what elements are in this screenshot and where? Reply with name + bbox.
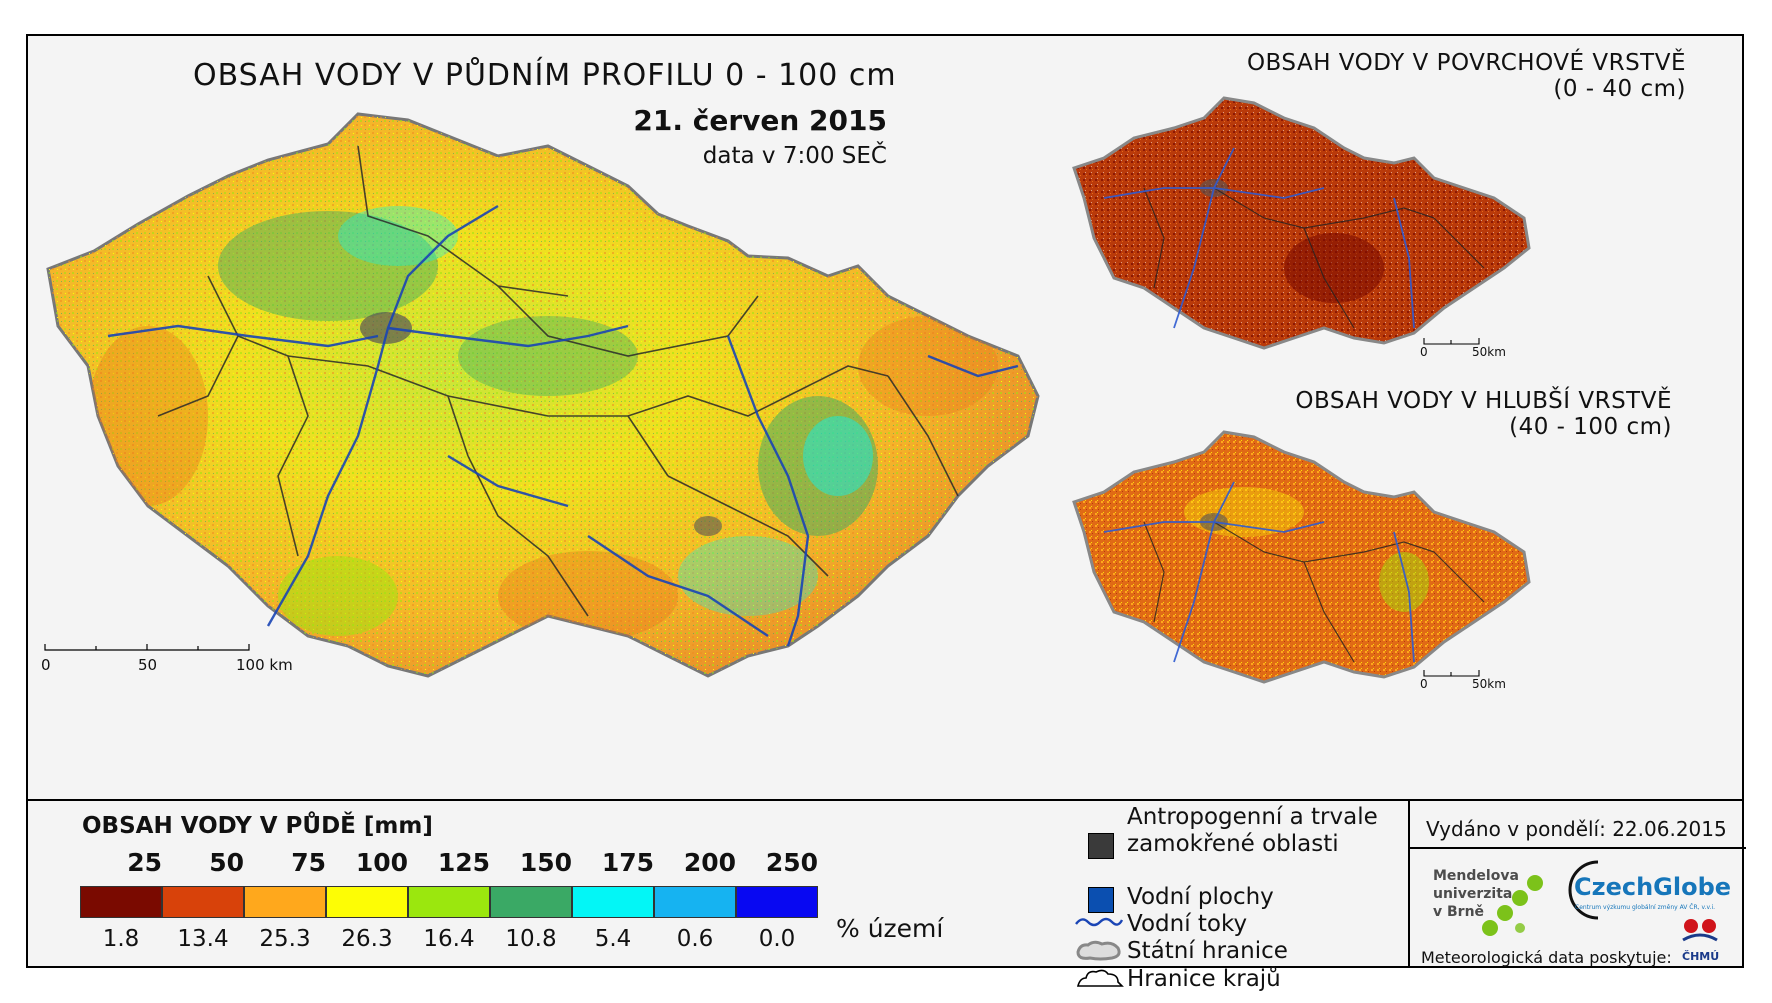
map-area: OBSAH VODY V PŮDNÍM PROFILU 0 - 100 cm 2… (28, 36, 1742, 799)
inset-bottom-scale-0: 0 (1420, 677, 1428, 691)
legend-percent: 13.4 (177, 926, 229, 952)
legend-percent: 25.3 (259, 926, 311, 952)
legend-threshold: 125 (437, 848, 490, 877)
main-map (46, 112, 1040, 678)
legend-title: OBSAH VODY V PŮDĚ [mm] (82, 813, 433, 839)
main-scale-100: 100 km (236, 656, 293, 674)
met-data-credit: Meteorologická data poskytuje: (1421, 948, 1672, 967)
legend-threshold: 25 (127, 848, 162, 877)
legend-percent: 1.8 (102, 926, 140, 952)
inset-bottom-title-line1: OBSAH VODY V HLUBŠÍ VRSTVĚ (1295, 388, 1672, 414)
inset-top-scale-bar (1423, 338, 1480, 345)
river-line-icon (1075, 917, 1124, 927)
inset-top-map (1072, 96, 1531, 350)
state-border-label: Státní hranice (1127, 938, 1288, 964)
anthropogenic-swatch (1088, 833, 1114, 859)
legend-percent: 26.3 (341, 926, 393, 952)
legend-swatch (654, 886, 736, 918)
main-scale-0: 0 (41, 656, 51, 674)
legend-swatch (408, 886, 490, 918)
water-bodies-swatch (1088, 887, 1114, 913)
main-map-title: OBSAH VODY V PŮDNÍM PROFILU 0 - 100 cm (193, 58, 897, 93)
legend-unit: % území (836, 914, 944, 943)
anthropogenic-label: Antropogenní a trvale zamokřené oblasti (1127, 804, 1378, 858)
map-frame: OBSAH VODY V PŮDNÍM PROFILU 0 - 100 cm 2… (26, 34, 1746, 992)
main-map-subtitle: data v 7:00 SEČ (702, 143, 887, 169)
water-bodies-label: Vodní plochy (1127, 884, 1274, 910)
inset-bottom-title-line2: (40 - 100 cm) (1509, 414, 1672, 440)
legend-percent: 0.0 (758, 926, 796, 952)
legend-threshold: 75 (291, 848, 326, 877)
mendel-line1: Mendelova (1433, 868, 1519, 884)
panel-separator (28, 799, 1742, 801)
issued-date: Vydáno v pondělí: 22.06.2015 (1426, 817, 1727, 841)
legend-threshold: 250 (765, 848, 818, 877)
main-scale-bar (44, 644, 250, 651)
legend-threshold: 50 (209, 848, 244, 877)
mendel-line3: v Brně (1433, 904, 1485, 920)
legend-percent: 16.4 (423, 926, 475, 952)
mendel-dots-icon (1482, 875, 1543, 936)
inset-top-scale-50: 50km (1472, 345, 1506, 359)
anthropogenic-label-line1: Antropogenní a trvale (1127, 804, 1378, 830)
legend-swatch (162, 886, 244, 918)
legend-threshold: 100 (355, 848, 408, 877)
rivers-label: Vodní toky (1127, 911, 1248, 937)
inset-bottom-map (1072, 430, 1531, 684)
inset-top-scale-0: 0 (1420, 345, 1428, 359)
legend-threshold: 175 (601, 848, 654, 877)
legend-swatch (80, 886, 162, 918)
anthropogenic-label-line2: zamokřené oblasti (1127, 831, 1339, 857)
main-scale-50: 50 (138, 656, 158, 674)
legend-swatch (244, 886, 326, 918)
legend-percent: 0.6 (676, 926, 714, 952)
chmu-logo-icon (1682, 919, 1718, 942)
issued-separator (1408, 801, 1410, 968)
inset-top-title-line2: (0 - 40 cm) (1553, 76, 1686, 102)
czechglobe-subtitle: Centrum výzkumu globální změny AV ČR, v.… (1575, 904, 1716, 911)
region-border-label: Hranice krajů (1127, 966, 1281, 992)
czechglobe-arc-icon (1568, 860, 1599, 920)
inset-bottom-scale-50: 50km (1472, 677, 1506, 691)
legend-swatch (326, 886, 408, 918)
legend-percent: 10.8 (505, 926, 557, 952)
mendel-university-logo-text: Mendelova univerzita v Brně (1433, 867, 1519, 921)
inset-top-title: OBSAH VODY V POVRCHOVÉ VRSTVĚ (0 - 40 cm… (1247, 50, 1686, 102)
inset-bottom-title: OBSAH VODY V HLUBŠÍ VRSTVĚ (40 - 100 cm) (1295, 388, 1672, 440)
issued-underline (1410, 847, 1746, 849)
inset-top-title-line1: OBSAH VODY V POVRCHOVÉ VRSTVĚ (1246, 50, 1686, 76)
main-map-date: 21. červen 2015 (633, 104, 887, 137)
legend-swatch (572, 886, 654, 918)
mendel-line2: univerzita (1433, 886, 1513, 902)
region-border-icon (1076, 969, 1124, 987)
legend-threshold: 150 (519, 848, 572, 877)
state-border-icon (1076, 940, 1121, 961)
legend-threshold: 200 (683, 848, 736, 877)
czechglobe-logo: CzechGlobe (1574, 873, 1732, 901)
inset-bottom-scale-bar (1423, 670, 1480, 677)
legend-percent: 5.4 (594, 926, 632, 952)
legend-swatch (490, 886, 572, 918)
chmu-label: ČHMÚ (1682, 950, 1720, 963)
legend-swatch (736, 886, 818, 918)
